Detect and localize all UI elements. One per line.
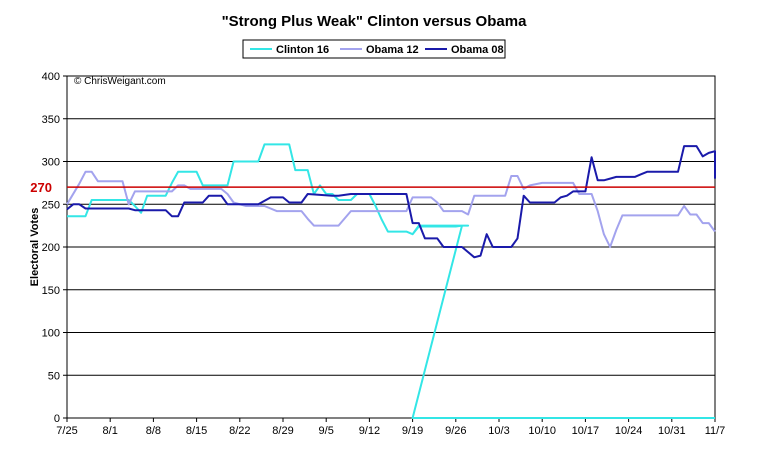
x-tick-label-11: 10/10: [528, 425, 556, 437]
x-tick-label-15: 11/7: [705, 425, 726, 437]
chart-title: "Strong Plus Weak" Clinton versus Obama: [222, 13, 528, 30]
x-tick-label-6: 9/5: [319, 425, 334, 437]
series-line-obama-12: [66, 170, 716, 248]
legend-label-obama-12: Obama 12: [366, 44, 419, 56]
legend-box: [242, 39, 506, 59]
y-tick-label-350: 350: [42, 114, 60, 126]
series-line-clinton-16: [67, 143, 715, 419]
x-tick-label-7: 9/12: [359, 425, 380, 437]
credit-text: © ChrisWeigant.com: [74, 76, 166, 87]
x-tick-label-13: 10/24: [615, 425, 643, 437]
x-tick-label-12: 10/17: [572, 425, 600, 437]
legend: Clinton 16 Obama 12 Obama 08: [242, 39, 506, 59]
series-lines: [66, 143, 716, 419]
x-tick-label-14: 10/31: [658, 425, 686, 437]
x-tick-label-5: 8/29: [272, 425, 293, 437]
y-tick-label-50: 50: [48, 370, 60, 382]
y-tick-label-150: 150: [42, 285, 60, 297]
y-tick-label-250: 250: [42, 199, 60, 211]
y-tick-label-300: 300: [42, 157, 60, 169]
y-axis-ticks: 0 50 100 150 200 250 300 350 400: [42, 71, 67, 425]
gridlines: [67, 118, 715, 376]
x-axis-ticks: 7/25 8/1 8/8 8/15 8/22 8/29 9/5 9/12 9/19 9/26 10/…: [56, 418, 725, 437]
threshold-270-label: 270: [30, 180, 52, 195]
x-tick-label-10: 10/3: [488, 425, 509, 437]
x-tick-label-3: 8/15: [186, 425, 207, 437]
y-tick-label-200: 200: [42, 242, 60, 254]
y-axis-label: Electoral Votes: [29, 208, 41, 287]
series-line-obama-08: [66, 145, 716, 259]
x-tick-label-1: 8/1: [103, 425, 118, 437]
y-tick-label-400: 400: [42, 71, 60, 83]
x-tick-label-0: 7/25: [56, 425, 77, 437]
x-tick-label-9: 9/26: [445, 425, 466, 437]
x-tick-label-4: 8/22: [229, 425, 250, 437]
x-tick-label-2: 8/8: [146, 425, 161, 437]
legend-label-obama-08: Obama 08: [451, 44, 504, 56]
x-tick-label-8: 9/19: [402, 425, 423, 437]
y-tick-label-0: 0: [54, 413, 60, 425]
legend-label-clinton-16: Clinton 16: [276, 44, 329, 56]
y-tick-label-100: 100: [42, 328, 60, 340]
